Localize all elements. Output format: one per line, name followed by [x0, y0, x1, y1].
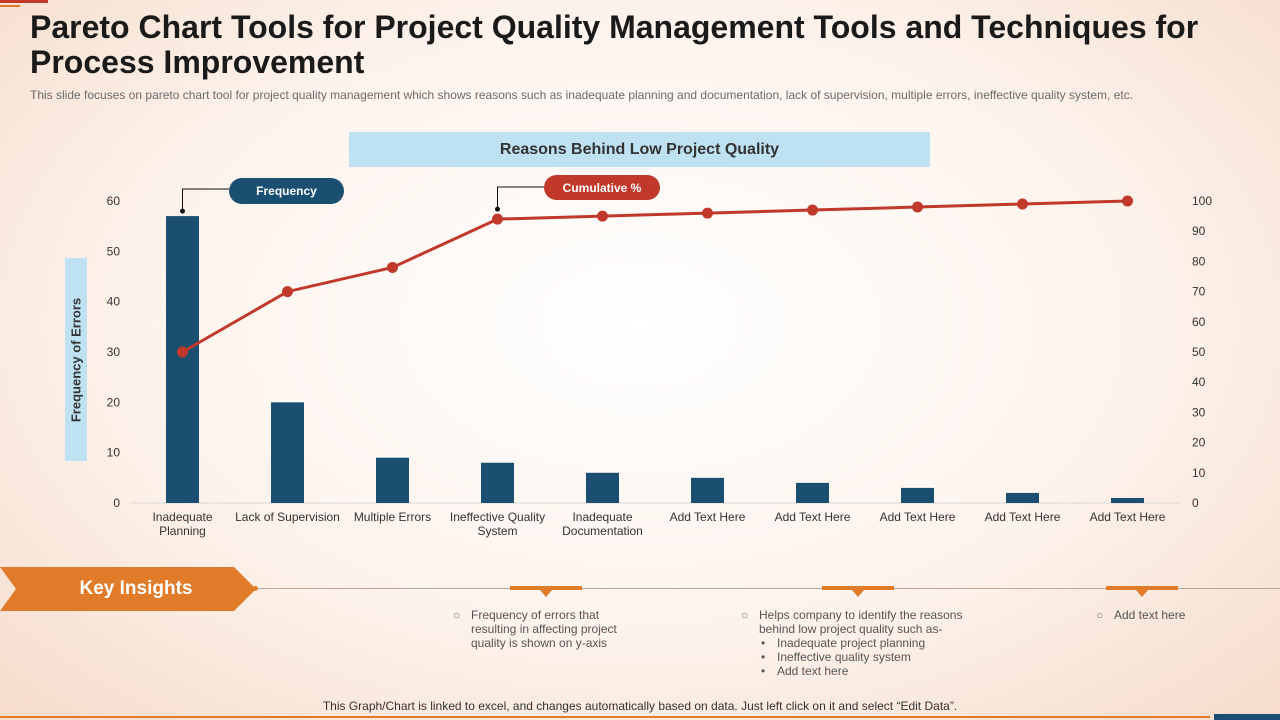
top-accent-bar — [0, 0, 48, 3]
circle-bullet-icon: ○ — [741, 608, 749, 622]
cumulative-callout-line — [497, 186, 544, 210]
insight-2-bullet: Inadequate project planning — [761, 636, 981, 650]
key-insights-divider — [256, 588, 1280, 589]
frequency-callout-dot — [180, 208, 185, 214]
y-right-tick-label: 70 — [1192, 285, 1206, 299]
circle-bullet-icon: ○ — [453, 608, 461, 622]
insight-2: ○ Helps company to identify the reasons … — [741, 608, 981, 678]
cumulative-point[interactable] — [702, 207, 713, 219]
y-left-tick-label: 20 — [107, 395, 121, 409]
cumulative-point[interactable] — [177, 346, 188, 358]
cumulative-point[interactable] — [492, 213, 503, 225]
footer-note: This Graph/Chart is linked to excel, and… — [322, 699, 958, 713]
y-left-tick-label: 60 — [107, 194, 121, 208]
insight-2-bullet: Add text here — [761, 664, 981, 678]
x-category-label: System — [477, 524, 517, 538]
cumulative-callout-dot — [495, 206, 500, 212]
insight-2-bullet: Ineffective quality system — [761, 650, 981, 664]
y-right-tick-label: 100 — [1192, 194, 1212, 208]
x-category-label: Add Text Here — [670, 510, 746, 524]
bottom-accent-line — [0, 716, 1210, 718]
frequency-bar[interactable] — [1111, 497, 1144, 503]
y-right-tick-label: 30 — [1192, 405, 1206, 419]
y-right-tick-label: 90 — [1192, 224, 1206, 238]
insight-1: ○ Frequency of errors that resulting in … — [453, 608, 643, 650]
frequency-legend-pill: Frequency — [229, 178, 344, 204]
frequency-callout-line — [182, 188, 229, 212]
frequency-bar[interactable] — [166, 216, 199, 503]
cumulative-point[interactable] — [387, 261, 398, 273]
frequency-bar[interactable] — [271, 402, 304, 503]
y-left-tick-label: 10 — [107, 446, 121, 460]
frequency-bar[interactable] — [691, 477, 724, 503]
cumulative-legend-pill: Cumulative % — [544, 175, 660, 200]
insight-marker-3 — [1106, 586, 1178, 597]
bottom-accent-block — [1214, 714, 1280, 720]
y-right-tick-label: 40 — [1192, 375, 1206, 389]
frequency-bar[interactable] — [481, 462, 514, 503]
frequency-bar[interactable] — [901, 487, 934, 503]
x-category-label: Add Text Here — [775, 510, 851, 524]
y-left-tick-label: 50 — [107, 244, 121, 258]
y-left-tick-label: 30 — [107, 345, 121, 359]
frequency-bar[interactable] — [796, 482, 829, 503]
key-insights-divider-dot — [253, 586, 258, 591]
x-category-label: Add Text Here — [880, 510, 956, 524]
insight-marker-1 — [510, 586, 582, 597]
chart-title: Reasons Behind Low Project Quality — [349, 132, 930, 167]
cumulative-line — [181, 199, 1128, 354]
x-category-label: Inadequate — [572, 510, 632, 524]
key-insights-banner — [0, 567, 256, 611]
y-right-tick-label: 80 — [1192, 254, 1206, 268]
y-left-tick-label: 40 — [107, 295, 121, 309]
insight-marker-2 — [822, 586, 894, 597]
y-right-tick-label: 10 — [1192, 466, 1206, 480]
x-category-label: Add Text Here — [1090, 510, 1166, 524]
top-accent-bar-secondary — [0, 5, 20, 7]
key-insights-label: Key Insights — [79, 578, 193, 599]
insight-2-bullets: Inadequate project planning Ineffective … — [759, 636, 981, 678]
insight-1-text: Frequency of errors that resulting in af… — [471, 608, 617, 650]
insight-3: ○ Add text here — [1096, 608, 1236, 622]
x-category-label: Planning — [159, 524, 206, 538]
circle-bullet-icon: ○ — [1096, 608, 1104, 622]
y-right-tick-label: 0 — [1192, 496, 1199, 510]
x-category-label: Ineffective Quality — [450, 510, 545, 524]
cumulative-point[interactable] — [1122, 195, 1133, 207]
cumulative-point[interactable] — [912, 201, 923, 213]
frequency-bar[interactable] — [586, 472, 619, 503]
y-left-tick-label: 0 — [113, 496, 120, 510]
y-right-tick-label: 20 — [1192, 436, 1206, 450]
frequency-bar[interactable] — [1006, 492, 1039, 503]
y-axis-label-box — [65, 258, 87, 461]
x-category-label: Add Text Here — [985, 510, 1061, 524]
x-category-label: Inadequate — [152, 510, 212, 524]
x-category-label: Documentation — [562, 524, 643, 538]
cumulative-point[interactable] — [282, 286, 293, 298]
cumulative-point[interactable] — [597, 210, 608, 222]
x-category-label: Multiple Errors — [354, 510, 431, 524]
x-category-label: Lack of Supervision — [235, 510, 340, 524]
cumulative-point[interactable] — [807, 204, 818, 216]
page-title: Pareto Chart Tools for Project Quality M… — [30, 9, 1199, 80]
y-right-tick-label: 60 — [1192, 315, 1206, 329]
y-right-tick-label: 50 — [1192, 345, 1206, 359]
page-subtitle: This slide focuses on pareto chart tool … — [30, 88, 1134, 102]
cumulative-point[interactable] — [1017, 198, 1028, 210]
insight-3-text: Add text here — [1114, 608, 1186, 622]
frequency-bar[interactable] — [376, 457, 409, 503]
insight-2-text: Helps company to identify the reasons be… — [759, 608, 963, 636]
